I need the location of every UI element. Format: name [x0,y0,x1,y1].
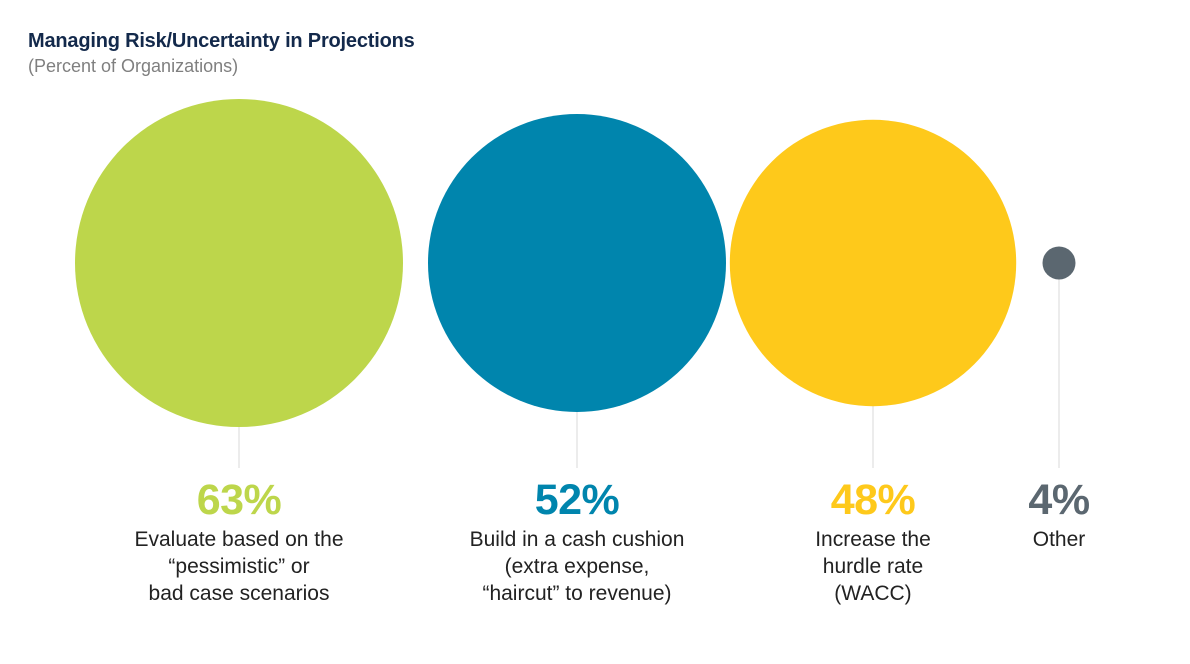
category-label: Build in a cash cushion (extra expense, “h… [470,526,685,607]
category-label-line: (WACC) [834,582,912,605]
value-label: 48% [830,476,916,524]
category-label-line: “haircut” to revenue) [482,582,672,605]
category-label-line: Evaluate based on the [134,528,344,551]
bubble-label: 52% Build in a cash cushion (extra expense… [470,478,685,607]
bubble [729,119,1017,407]
category-label-line: “pessimistic” or [168,555,310,578]
category-label-line: bad case scenarios [148,582,330,605]
chart-subtitle: (Percent of Organizations) [28,56,239,76]
category-label: Other [1028,526,1089,553]
bubble [428,114,726,412]
category-label: Evaluate based on the “pessimistic” or bad… [135,526,344,607]
category-label-line: Increase the [815,528,931,551]
bubble [75,99,403,427]
category-label-line: (extra expense, [504,555,650,578]
category-label-line: Other [1032,528,1086,551]
bubble [1042,246,1076,280]
value-label: 4% [1028,476,1090,524]
chart-title: Managing Risk/Uncertainty in Projections [28,30,415,52]
value-label: 63% [196,476,282,524]
bubble-label: 48% Increase the hurdle rate (WACC) [815,478,931,607]
bubble-label: 63% Evaluate based on the “pessimistic” or… [135,478,344,607]
category-label-line: hurdle rate [822,555,924,578]
bubble-label: 4% Other [1028,476,1090,553]
category-label-line: Build in a cash cushion [469,528,685,551]
category-label: Increase the hurdle rate (WACC) [815,526,931,607]
value-label: 52% [534,476,620,524]
